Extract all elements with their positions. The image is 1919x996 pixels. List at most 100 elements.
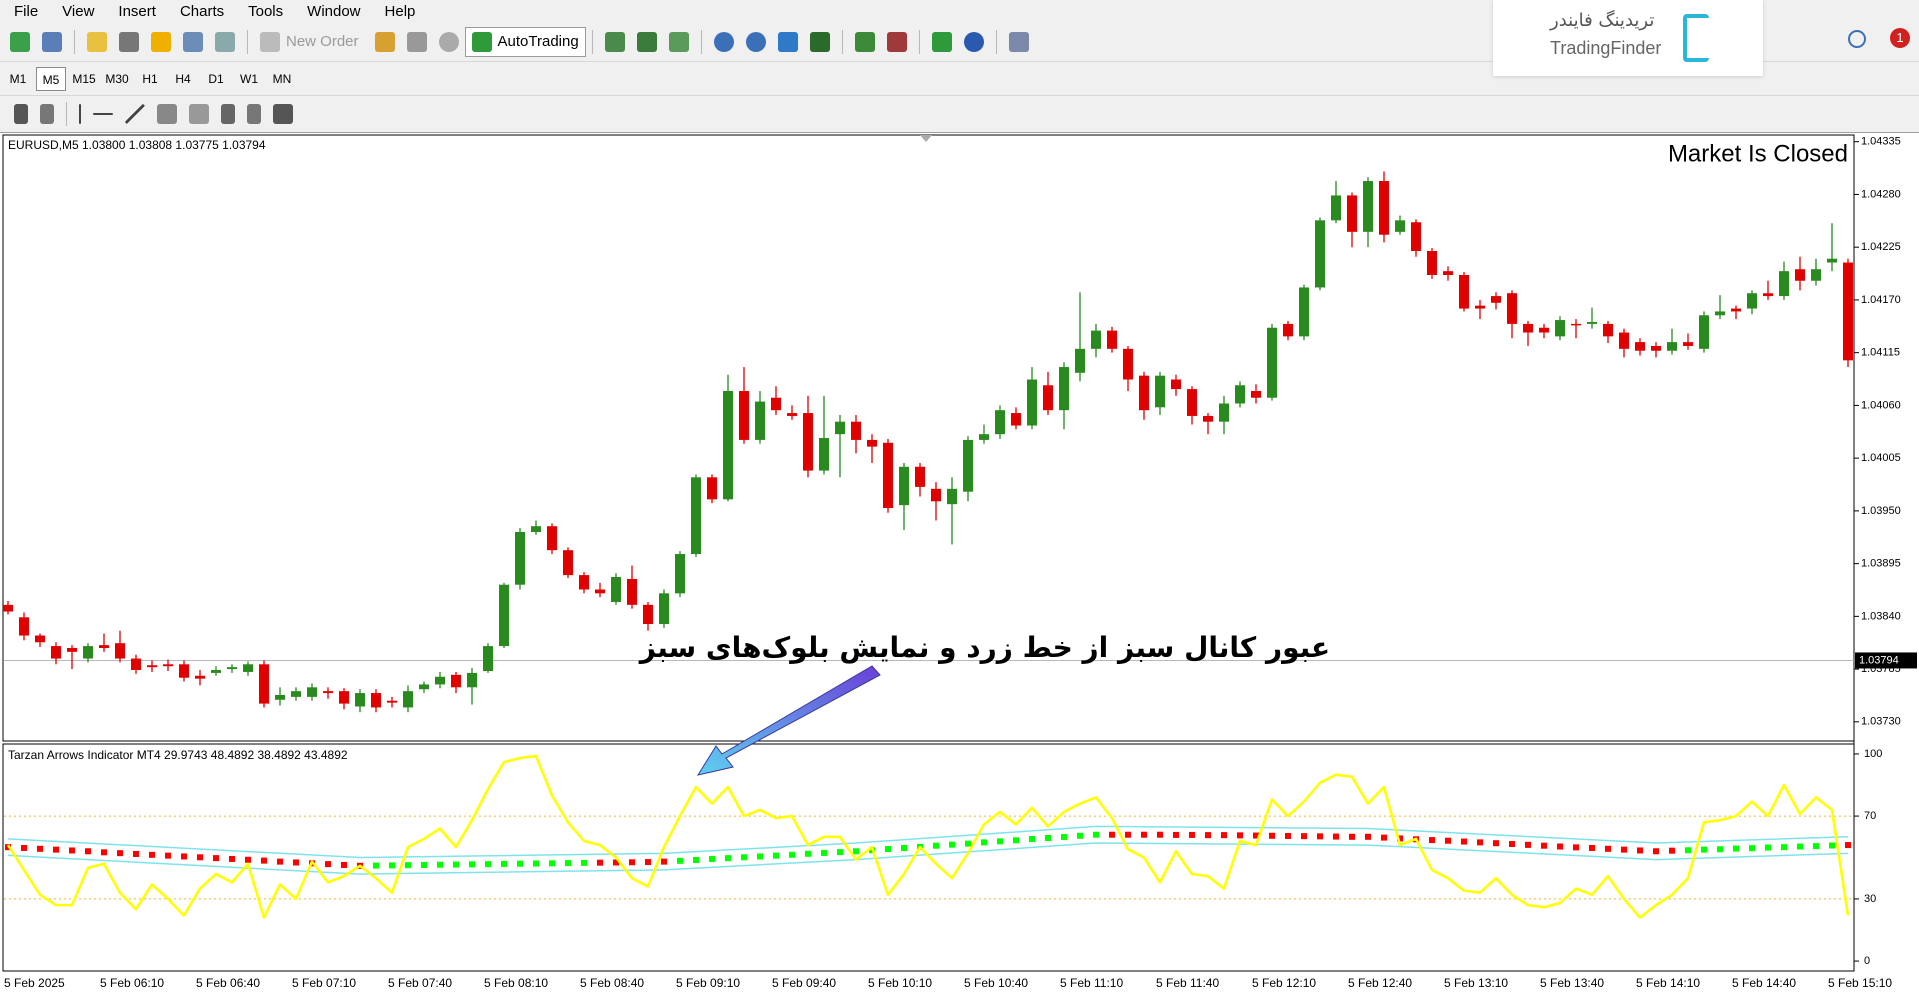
- new-order-button[interactable]: New Order: [286, 33, 359, 50]
- candle-body: [1635, 342, 1645, 351]
- periods-icon[interactable]: [963, 31, 984, 52]
- metaeditor-icon[interactable]: [374, 31, 395, 52]
- signal-dot: [213, 855, 219, 862]
- candle-body: [547, 526, 557, 551]
- signal-dot: [741, 854, 747, 861]
- chart-shift-icon[interactable]: [886, 31, 907, 52]
- templates-icon[interactable]: [1008, 31, 1029, 52]
- line-chart-icon[interactable]: [668, 31, 689, 52]
- candle-body: [19, 617, 29, 636]
- text-tool[interactable]: [221, 104, 235, 124]
- signal-dot: [245, 856, 251, 863]
- indicators-icon[interactable]: [931, 31, 952, 52]
- zoom-out-icon[interactable]: [745, 31, 766, 52]
- menu-item[interactable]: Help: [384, 2, 416, 20]
- candle-body: [1411, 222, 1421, 252]
- candle-body: [803, 413, 813, 471]
- menu-item[interactable]: Window: [307, 2, 361, 20]
- timeframe-button[interactable]: M30: [105, 71, 129, 86]
- y-tick-label: 1.04060: [1861, 399, 1901, 411]
- signal-dot: [1557, 843, 1563, 850]
- horizontal-line-tool[interactable]: [93, 113, 113, 115]
- menu-item[interactable]: View: [62, 2, 95, 20]
- tile-icon[interactable]: [777, 31, 798, 52]
- menu-item[interactable]: File: [14, 2, 39, 20]
- navigator-icon[interactable]: [119, 31, 139, 52]
- signal-dot: [1269, 832, 1275, 839]
- timeframe-button[interactable]: MN: [272, 71, 292, 86]
- candle-body: [1331, 195, 1341, 221]
- signal-dot: [565, 860, 571, 867]
- signal-dot: [485, 861, 491, 868]
- cursor-tool[interactable]: [14, 104, 28, 124]
- autoscroll-icon[interactable]: [854, 31, 875, 52]
- menu-item[interactable]: Tools: [248, 2, 284, 20]
- timeframe-button[interactable]: H1: [142, 71, 158, 86]
- notification-badge[interactable]: 1: [1890, 28, 1910, 48]
- candle-body: [1475, 305, 1485, 309]
- timeframe-button[interactable]: H4: [175, 71, 191, 86]
- signal-dot: [853, 848, 859, 855]
- zoom-in-icon[interactable]: [713, 31, 734, 52]
- y-tick-label: 1.04280: [1861, 188, 1901, 200]
- signal-dot: [325, 861, 331, 868]
- candle-body: [835, 421, 845, 435]
- market-icon[interactable]: [438, 31, 459, 52]
- candle-body: [1027, 379, 1037, 426]
- timeframe-button[interactable]: W1: [240, 71, 258, 86]
- signal-dot: [1765, 844, 1771, 851]
- arrows-tool[interactable]: [273, 104, 293, 124]
- signal-dot: [1749, 845, 1755, 852]
- candle-chart-icon[interactable]: [636, 31, 657, 52]
- timeframe-button[interactable]: D1: [208, 71, 224, 86]
- autotrading-button[interactable]: AutoTrading: [464, 26, 586, 57]
- fibo-tool[interactable]: [189, 104, 209, 124]
- signal-dot: [1141, 831, 1147, 838]
- menu-item[interactable]: Charts: [179, 2, 225, 20]
- candle-body: [35, 635, 45, 643]
- timeframe-button[interactable]: M1: [9, 71, 27, 86]
- signal-dot: [1829, 842, 1835, 849]
- favorites-icon[interactable]: [151, 31, 171, 52]
- candle-body: [1715, 311, 1725, 316]
- trendline-tool[interactable]: [125, 104, 145, 124]
- logo-icon: [1683, 14, 1709, 62]
- search-icon[interactable]: [1848, 30, 1866, 48]
- signal-dot: [1845, 842, 1851, 849]
- vertical-line-tool[interactable]: [79, 104, 81, 124]
- new-chart-icon[interactable]: [10, 31, 30, 52]
- timeframe-button[interactable]: M5: [36, 66, 66, 91]
- grid-icon[interactable]: [809, 31, 830, 52]
- tester-icon[interactable]: [215, 31, 235, 52]
- candle-body: [259, 664, 269, 704]
- candle-body: [611, 577, 621, 602]
- timeframe-button[interactable]: M15: [72, 71, 96, 86]
- x-tick-label: 5 Feb 14:40: [1732, 976, 1796, 990]
- y-tick-label: 0: [1864, 955, 1870, 967]
- candle-body: [1571, 323, 1581, 326]
- market-watch-icon[interactable]: [87, 31, 107, 52]
- terminal-icon[interactable]: [183, 31, 203, 52]
- candle-body: [1187, 389, 1197, 416]
- new-order-icon[interactable]: [260, 31, 280, 52]
- x-tick-label: 5 Feb 07:40: [388, 976, 452, 990]
- signal-dot: [597, 859, 603, 866]
- bar-chart-icon[interactable]: [604, 31, 625, 52]
- y-tick-label: 100: [1864, 748, 1882, 760]
- signal-dot: [949, 841, 955, 848]
- signals-icon[interactable]: [406, 31, 427, 52]
- profiles-icon[interactable]: [42, 31, 62, 52]
- candle-body: [307, 687, 317, 697]
- signal-dot: [293, 859, 299, 866]
- label-tool[interactable]: [247, 104, 261, 124]
- crosshair-tool[interactable]: [40, 104, 54, 124]
- candle-body: [227, 667, 237, 670]
- signal-dot: [1445, 837, 1451, 844]
- menu-item[interactable]: Insert: [118, 2, 156, 20]
- signal-dot: [1701, 846, 1707, 853]
- signal-dot: [277, 858, 283, 865]
- signal-dot: [85, 848, 91, 855]
- candle-body: [579, 575, 589, 590]
- channel-tool[interactable]: [157, 104, 177, 124]
